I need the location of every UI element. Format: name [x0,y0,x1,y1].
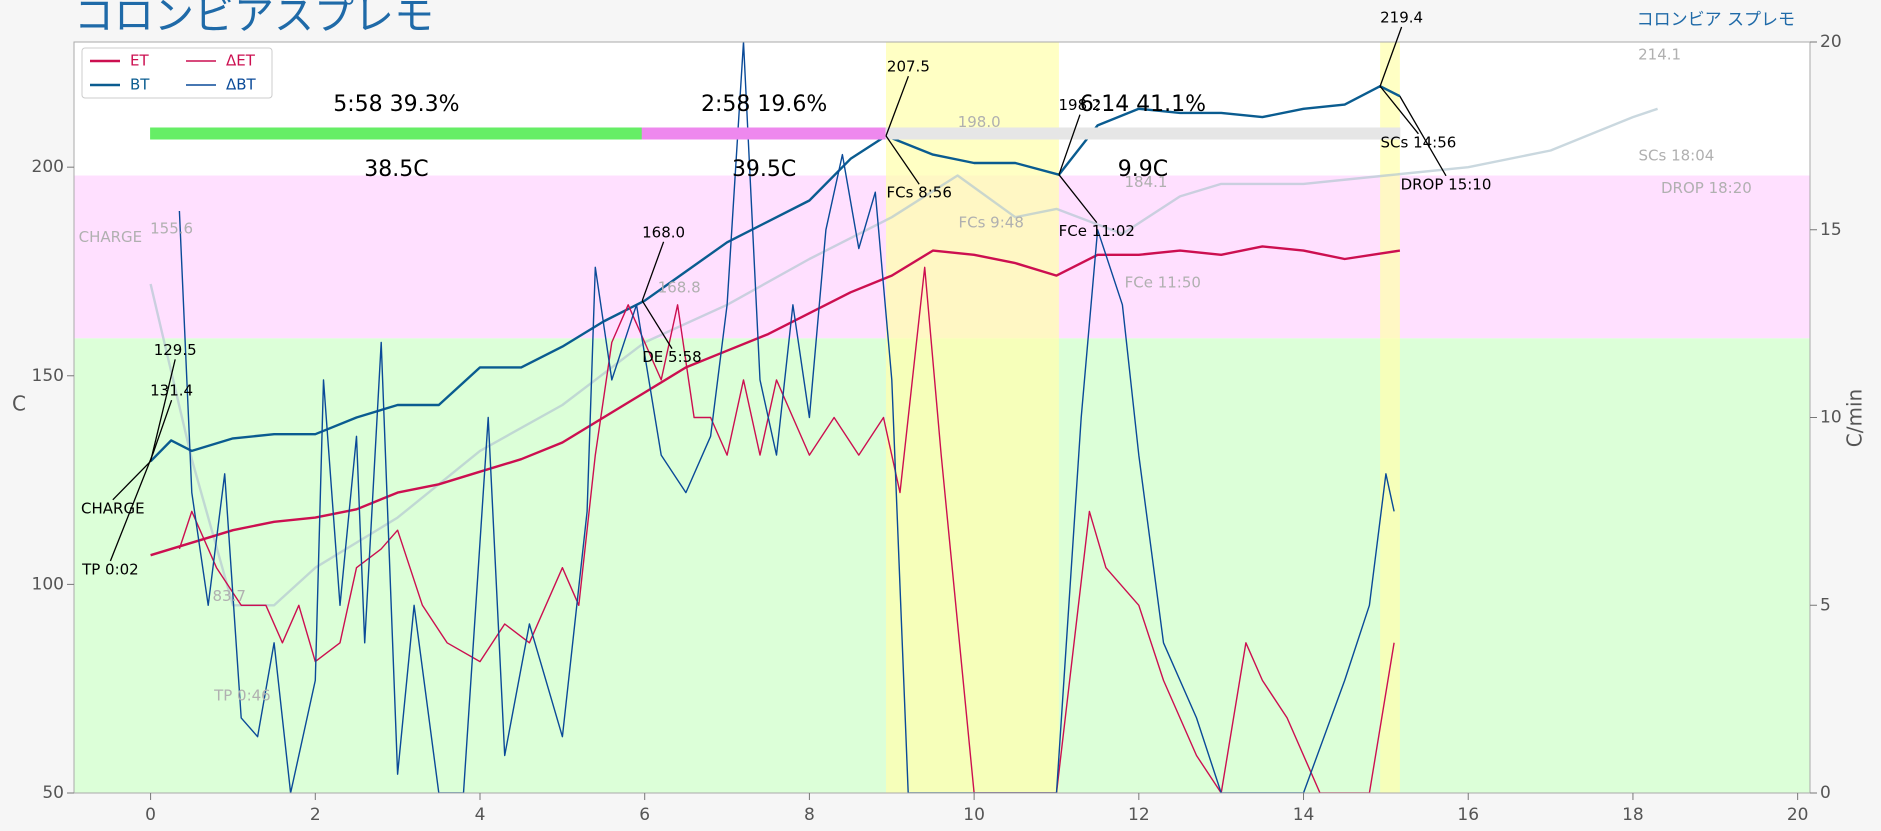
legend-label: ΔET [226,52,256,70]
phase-bar [641,127,887,140]
annotation-label: TP 0:02 [81,561,139,579]
annotation-leader [1379,85,1419,135]
x-tick-label: 0 [145,805,156,825]
y2-tick-label: 10 [1820,408,1842,428]
y-tick-label: 200 [32,157,64,177]
legend-label: ET [130,52,149,70]
x-tick-label: 4 [475,805,486,825]
annotation-leader [641,300,673,349]
annotation-leader [149,359,176,462]
y-tick-label: 50 [42,783,64,803]
chart-subtitle: コロンビア スプレモ [1637,10,1795,30]
phase-delta: 9.9C [1118,157,1168,182]
annotation-leader [1379,26,1403,87]
annotation-label: 168.0 [642,223,685,241]
phase-label: 6:14 41.1% [1080,92,1206,117]
x-tick-label: 18 [1622,805,1644,825]
series-line [150,245,1401,557]
x-tick-label: 6 [639,805,650,825]
series-line [149,85,1401,463]
annotation-leader [152,399,173,454]
background-annotation: SCs 18:04 [1638,147,1714,165]
background-annotation: 83.7 [212,587,245,605]
phase-label: 5:58 39.3% [333,92,459,117]
annotation-leader [1058,174,1098,224]
annotation-leader [885,75,910,137]
annotation-label: DE 5:58 [642,348,701,366]
annotation-label: FCs 8:56 [887,184,952,202]
y2-tick-label: 5 [1820,595,1831,615]
background-annotation: 214.1 [1638,46,1681,64]
background-annotation: 168.8 [658,279,701,297]
annotation-label: CHARGE [81,499,145,517]
phase-bar [885,127,1401,140]
phase-delta: 38.5C [364,157,428,182]
annotation-leader [1058,114,1081,175]
chart-title: コロンビアスプレモ [74,0,434,39]
y2-tick-label: 15 [1820,220,1842,240]
background-annotation: FCs 9:48 [959,214,1024,232]
series-line [178,42,1395,793]
background-annotation: FCe 11:50 [1125,274,1201,292]
legend-box [81,47,273,99]
annotation-label: 129.5 [154,341,197,359]
y2-axis-label: C/min [1843,389,1867,447]
background-annotation: TP 0:46 [213,687,271,705]
background-line [149,107,1658,607]
x-tick-label: 20 [1787,805,1809,825]
x-tick-label: 16 [1457,805,1479,825]
annotation-leader [112,460,152,501]
phase-bar [150,127,643,140]
x-tick-label: 14 [1293,805,1315,825]
phase-span [886,42,1059,793]
y2-tick-label: 20 [1820,32,1842,52]
annotation-leader [109,453,154,562]
annotation-leader [641,241,665,301]
annotation-label: 207.5 [887,58,930,76]
background-annotation: 155.6 [150,220,193,238]
y-tick-label: 150 [32,366,64,386]
phase-span [1380,42,1400,793]
annotation-leader [885,135,920,185]
x-tick-label: 8 [804,805,815,825]
background-annotation: DROP 18:20 [1661,179,1752,197]
x-tick-label: 12 [1128,805,1150,825]
y-axis-label: C [12,392,26,416]
y2-tick-label: 0 [1820,783,1831,803]
annotation-label: 219.4 [1380,9,1423,27]
annotation-label: DROP 15:10 [1401,175,1492,193]
y-tick-label: 100 [32,574,64,594]
annotation-label: SCs 14:56 [1380,133,1456,151]
phase-delta: 39.5C [732,157,796,182]
legend-label: ΔBT [226,76,257,94]
annotation-label: 131.4 [150,382,193,400]
series-line [178,266,1395,793]
annotation-label: 198.2 [1059,96,1102,114]
x-tick-label: 2 [310,805,321,825]
background-annotation: 198.0 [958,113,1001,131]
annotation-label: FCe 11:02 [1059,222,1135,240]
phase-label: 2:58 19.6% [701,92,827,117]
background-annotation: 184.1 [1125,173,1168,191]
background-annotation: CHARGE [79,228,143,246]
legend-label: BT [130,76,150,94]
annotation-leader [1399,95,1447,177]
x-tick-label: 10 [963,805,985,825]
